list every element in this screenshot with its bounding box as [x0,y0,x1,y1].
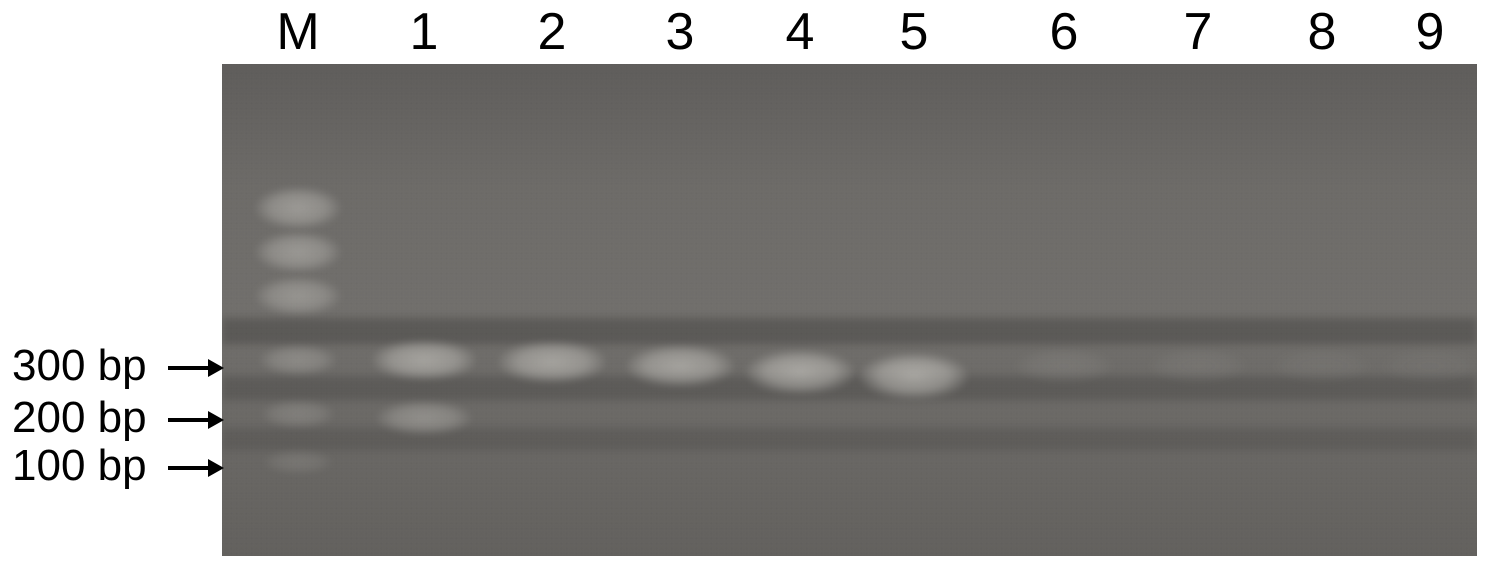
band-lane-8 [1272,348,1372,384]
band-lane-7 [1148,348,1248,384]
lane-label-7: 7 [1184,2,1213,62]
size-marker-label: 300 bp [12,341,147,391]
band-lane-M [263,450,333,474]
lane-label-2: 2 [538,2,567,62]
band-lane-9 [1380,348,1477,384]
band-lane-M [259,345,337,375]
lane-label-9: 9 [1416,2,1445,62]
arrow-head-icon [208,359,224,377]
lane-label-8: 8 [1308,2,1337,62]
arrow-head-icon [208,411,224,429]
band-lane-M [255,187,341,229]
arrow-icon [168,459,224,477]
size-marker-label: 200 bp [12,393,147,443]
band-lane-5 [860,353,968,399]
lane-label-6: 6 [1050,2,1079,62]
band-lane-1 [372,340,476,380]
gel-figure: M 1 2 3 4 5 6 7 8 9 300 bp200 bp100 bp [0,0,1495,575]
arrow-line [168,418,208,422]
arrow-icon [168,359,224,377]
lane-label-1: 1 [410,2,439,62]
gel-noise-overlay [222,64,1477,556]
band-lane-M [255,277,341,315]
size-marker-label: 100 bp [12,441,147,491]
lane-label-M: M [276,2,319,62]
arrow-icon [168,411,224,429]
band-lane-4 [746,350,854,394]
lane-labels-row: M 1 2 3 4 5 6 7 8 9 [0,0,1495,64]
arrow-head-icon [208,459,224,477]
band-lane-6 [1014,348,1114,384]
arrow-line [168,466,208,470]
band-lane-3 [626,345,734,387]
band-lane-M [255,232,341,272]
band-lane-2 [498,341,606,383]
band-lane-1 [376,401,472,435]
lane-label-4: 4 [786,2,815,62]
band-lane-M [261,400,335,428]
lane-label-3: 3 [666,2,695,62]
lane-label-5: 5 [900,2,929,62]
gel-image [222,64,1477,556]
arrow-line [168,366,208,370]
